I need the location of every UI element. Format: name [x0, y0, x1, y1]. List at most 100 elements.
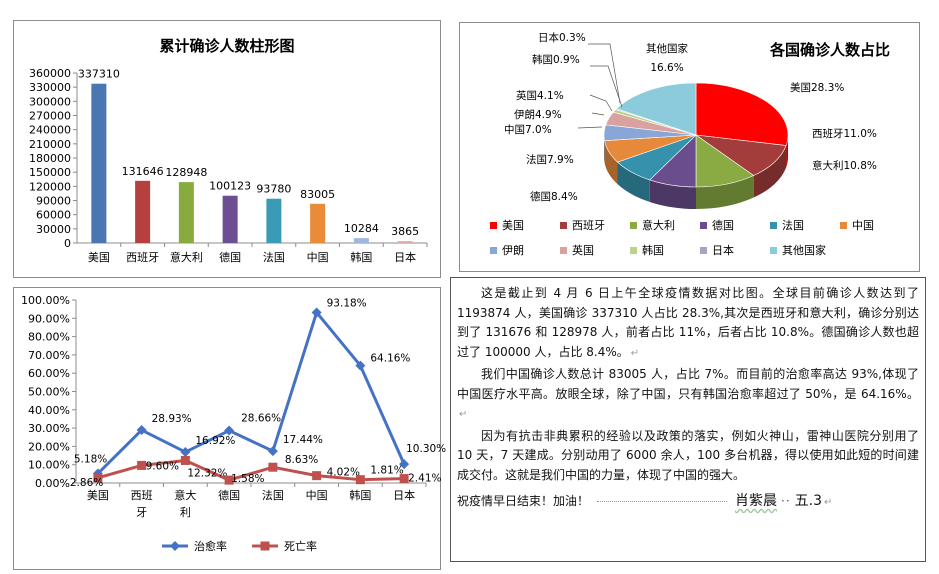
x-tick-label: 西班 [131, 489, 153, 502]
data-label: 2.86% [70, 477, 103, 489]
x-tick-label: 中国 [307, 251, 329, 264]
bar-value-label: 93780 [256, 183, 291, 196]
paragraph-mark: ↵ [459, 409, 468, 420]
paragraph-3-text: 因为有抗击非典累积的经验以及政策的落实，例如火神山，雷神山医院分别用了 10 天… [457, 428, 919, 482]
data-label: 16.92% [195, 435, 235, 447]
legend-swatch [770, 222, 777, 229]
x-tick-label: 韩国 [350, 250, 372, 264]
data-point-marker [137, 460, 147, 470]
data-point-marker [180, 455, 190, 465]
dotted-leader [597, 501, 728, 502]
pie-leader-line [590, 65, 623, 108]
bar-value-label: 128948 [165, 166, 207, 179]
y-tick-label: 300000 [29, 95, 71, 108]
end-mark: ↵ [824, 497, 833, 508]
bar-value-label: 3865 [391, 225, 419, 238]
bar [222, 195, 238, 243]
y-tick-label: 50.00% [28, 386, 70, 399]
x-tick-label: 日本 [394, 250, 416, 264]
bar [135, 180, 151, 243]
legend-label: 美国 [502, 219, 524, 232]
data-label: 17.44% [283, 434, 323, 446]
data-point-marker [224, 475, 234, 485]
y-tick-label: 70.00% [28, 349, 70, 362]
pie-side-wall [604, 135, 605, 163]
data-point-marker [355, 360, 366, 371]
pie-data-label: 16.6% [650, 62, 683, 74]
paragraph-2: 我们中国确诊人数总计 83005 人，占比 7%。而目前的治愈率高达 93%,体… [457, 365, 919, 425]
legend-label: 伊朗 [502, 244, 524, 257]
summary-text-panel: 这是截止到 4 月 6 日上午全球疫情数据对比图。全球目前确诊人数达到了 119… [450, 277, 926, 562]
data-point-marker [399, 459, 410, 470]
legend-label: 西班牙 [572, 219, 605, 232]
pie-side-wall [649, 179, 696, 209]
bar [178, 182, 194, 243]
x-tick-label: 德国 [218, 488, 240, 502]
y-tick-label: 60000 [36, 209, 71, 222]
legend-label: 其他国家 [782, 243, 826, 257]
data-label: 8.63% [285, 454, 318, 466]
paragraph-2-text: 我们中国确诊人数总计 83005 人，占比 7%。而目前的治愈率高达 93%,体… [457, 367, 919, 401]
data-label: 10.30% [406, 443, 446, 455]
data-label: 9.60% [146, 460, 179, 472]
legend-marker [260, 541, 270, 551]
closing-line: 祝疫情早日结束！加油！ 肖紫晨 ·· 五.3 ↵ [457, 492, 919, 513]
bar-value-label: 10284 [344, 222, 379, 235]
pie-side-wall [604, 140, 618, 185]
data-point-marker [312, 471, 322, 481]
class-label: 五.3 [794, 493, 823, 509]
x-tick-label: 中国 [306, 489, 328, 502]
legend-swatch [560, 222, 567, 229]
pie-side-wall [753, 145, 787, 198]
pie-data-label: 日本0.3% [538, 31, 586, 44]
y-tick-label: 20.00% [28, 440, 70, 453]
pie-data-label: 美国28.3% [790, 81, 844, 94]
legend-label: 德国 [712, 218, 734, 232]
legend-swatch [770, 247, 777, 254]
pie-data-label: 西班牙11.0% [812, 128, 877, 140]
y-tick-label: 90.00% [28, 312, 70, 325]
data-point-marker [311, 307, 322, 318]
data-point-marker [224, 425, 235, 436]
legend-label: 死亡率 [284, 539, 317, 553]
bar [353, 238, 369, 243]
bar [91, 83, 107, 243]
pie-slice [616, 82, 697, 136]
data-point-marker [268, 462, 278, 472]
x-tick-label: 意大 [174, 488, 196, 502]
pie-data-label: 其他国家 [646, 42, 688, 55]
x-tick-label: 法国 [262, 488, 284, 502]
legend-swatch [630, 247, 637, 254]
data-label: 28.66% [241, 413, 281, 425]
paragraph-1: 这是截止到 4 月 6 日上午全球疫情数据对比图。全球目前确诊人数达到了 119… [457, 284, 919, 363]
y-tick-label: 30000 [36, 223, 71, 236]
data-label: 28.93% [152, 413, 192, 425]
data-label: 4.02% [327, 467, 360, 479]
line-chart: 100.00% 90.00% 80.00% 70.00% 60.00% 50.00% 40.… [21, 294, 446, 553]
pie-leader-line [589, 94, 613, 112]
y-tick-label: 0 [64, 237, 71, 250]
paragraph-mark: ↵ [630, 347, 640, 359]
bar [397, 241, 413, 243]
pie-data-label: 法国7.9% [526, 153, 574, 166]
x-tick-label: 意大利 [170, 250, 203, 264]
paragraph-1-text: 这是截止到 4 月 6 日上午全球疫情数据对比图。全球目前确诊人数达到了 119… [457, 286, 919, 359]
data-label: 5.18% [74, 454, 107, 466]
data-point-marker [355, 475, 365, 485]
pie-side-wall [696, 175, 754, 209]
legend-swatch [630, 222, 637, 229]
data-label: 64.16% [370, 353, 410, 365]
data-point-marker [180, 447, 191, 458]
data-label: 1.81% [370, 465, 403, 477]
legend-label: 治愈率 [194, 539, 227, 553]
chart-title: 累计确诊人数柱形图 [159, 37, 294, 55]
data-label: 93.18% [327, 297, 367, 309]
legend-label: 中国 [852, 219, 874, 232]
bar-value-label: 131646 [122, 165, 164, 178]
signature: 肖紫晨 [735, 493, 778, 509]
y-tick-label: 210000 [29, 138, 71, 151]
pie-leader-line [588, 43, 621, 104]
legend-label: 韩国 [642, 243, 664, 257]
pie-chart-panel: 各国确诊人数占比 美国28.3% 西班牙11.0% 意大利10.8% 德国8.4% 法国7… [459, 22, 920, 272]
y-tick-label: 180000 [29, 152, 71, 165]
